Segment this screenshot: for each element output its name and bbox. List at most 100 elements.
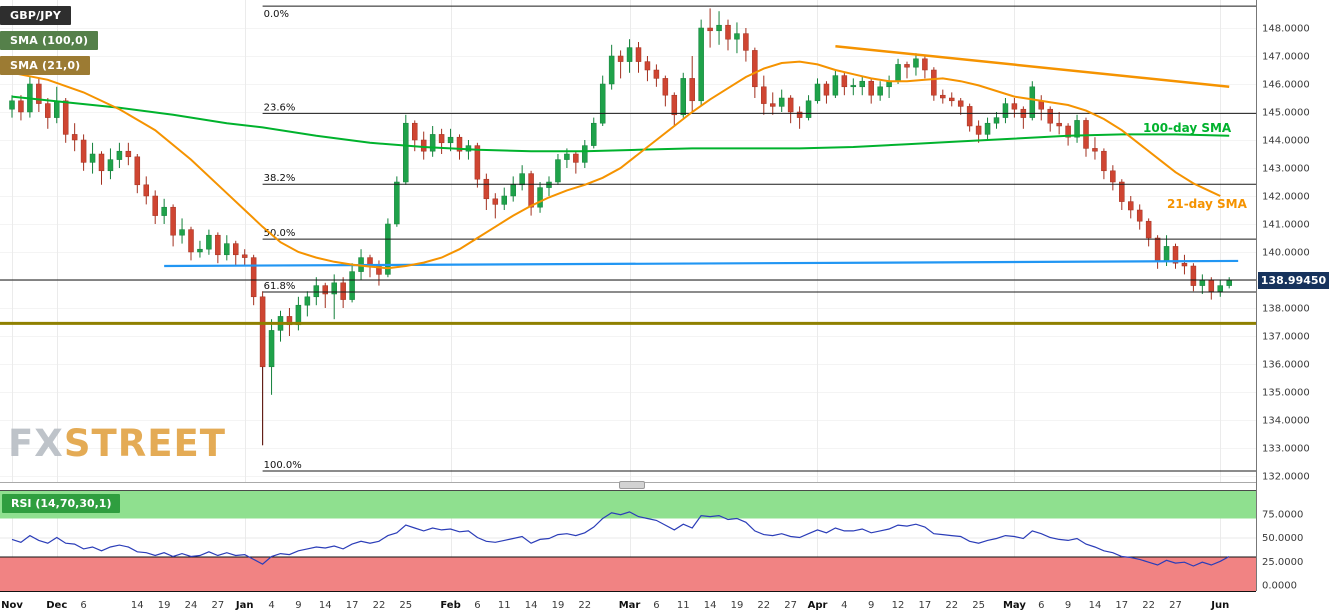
candle-body	[877, 86, 883, 96]
candle-body	[528, 173, 534, 208]
candle-body	[823, 83, 830, 96]
sma100-legend-badge[interactable]: SMA (100,0)	[0, 31, 99, 50]
candle-body	[80, 139, 87, 163]
candle-body	[1163, 246, 1170, 261]
candle-body	[725, 24, 731, 40]
rsi-line	[11, 511, 1230, 567]
time-axis-label: 17	[919, 600, 932, 611]
time-axis-label: Jun	[1210, 600, 1229, 611]
price-axis-label: 148.0000	[1262, 24, 1310, 35]
candle-body	[161, 206, 167, 216]
price-axis-label: 144.0000	[1262, 136, 1310, 147]
symbol-badge[interactable]: GBP/JPY	[0, 6, 72, 25]
candle-body	[259, 296, 266, 368]
candle-body	[904, 64, 910, 68]
candle-body	[1002, 103, 1009, 118]
candle-body	[796, 111, 803, 118]
candle-body	[18, 100, 24, 113]
candle-body	[304, 296, 311, 306]
time-axis-label: 11	[498, 600, 511, 611]
candle-body	[671, 94, 678, 116]
sma100-line	[11, 95, 1230, 153]
time-axis-label: 25	[399, 600, 412, 611]
rsi-axis-label: 75.0000	[1262, 509, 1303, 520]
time-axis-label: 25	[972, 600, 985, 611]
time-axis: Nov Dec 6 14 19 24 27 Jan 4 9 14 17 22 25 Feb 6 11 14 19 22…	[1, 600, 1229, 611]
candle-body	[814, 83, 821, 102]
rsi-axis-label: 50.0000	[1262, 533, 1303, 544]
candle-body	[1172, 246, 1179, 264]
candle-body	[412, 122, 418, 141]
candle-body	[564, 153, 570, 160]
candle-body	[45, 103, 51, 118]
candle-body	[707, 27, 713, 32]
rsi-axis-label: 0.0000	[1262, 581, 1297, 592]
candle-body	[689, 78, 695, 102]
candle-body	[313, 285, 320, 298]
fib-label: 38.2%	[264, 173, 296, 184]
time-axis-label: 19	[731, 600, 744, 611]
panel-resize-grip[interactable]	[619, 481, 645, 489]
price-axis-label: 133.0000	[1262, 444, 1310, 455]
time-axis-label: 11	[677, 600, 690, 611]
last-price-badge: 138.99450	[1258, 272, 1329, 289]
time-axis-label: 27	[211, 600, 224, 611]
time-axis-label: Apr	[808, 600, 828, 611]
candle-body	[913, 58, 919, 68]
candle-body	[1181, 262, 1188, 267]
candle-body	[644, 61, 651, 71]
time-axis-label: 22	[757, 600, 770, 611]
candle-body	[385, 223, 391, 275]
price-axis-label: 142.0000	[1262, 192, 1310, 203]
time-axis-label: 4	[268, 600, 274, 611]
price-gridlines	[0, 28, 1256, 477]
fib-label: 0.0%	[264, 9, 289, 20]
logo-street: STREET	[63, 422, 226, 465]
candle-body	[268, 330, 275, 368]
candle-body	[125, 150, 132, 158]
sma21-legend-badge[interactable]: SMA (21,0)	[0, 56, 91, 75]
candle-body	[143, 184, 149, 197]
candle-body	[546, 181, 552, 188]
price-axis-label: 135.0000	[1262, 388, 1310, 399]
candle-body	[859, 80, 865, 88]
time-axis-label: Mar	[619, 600, 641, 611]
price-axis-label: 132.0000	[1262, 472, 1310, 483]
time-axis-label: 17	[1115, 600, 1128, 611]
rsi-legend-badge[interactable]: RSI (14,70,30,1)	[2, 494, 121, 513]
candle-body	[1199, 279, 1206, 286]
candle-body	[54, 100, 60, 118]
fxstreet-logo: FXSTREET	[8, 422, 226, 465]
candle-body	[188, 229, 194, 253]
time-axis-label: 6	[1038, 600, 1044, 611]
price-axis: 132.0000 133.0000 134.0000 135.0000 136.0000…	[1262, 24, 1310, 483]
time-axis-label: 22	[1142, 600, 1155, 611]
candle-body	[868, 80, 874, 96]
candle-body	[456, 136, 463, 152]
candle-body	[1110, 170, 1116, 183]
candle-body	[698, 27, 704, 102]
candle-body	[98, 153, 105, 172]
candle-body	[1092, 148, 1098, 152]
candle-body	[1190, 265, 1197, 286]
candle-body	[295, 304, 302, 326]
time-axis-label: 6	[653, 600, 659, 611]
candle-body	[761, 86, 767, 104]
candle-body	[224, 243, 230, 256]
candle-body	[1011, 103, 1018, 110]
candle-body	[850, 85, 857, 88]
candle-body	[206, 234, 212, 250]
candle-body	[555, 159, 561, 183]
price-axis-label: 134.0000	[1262, 416, 1310, 427]
candle-body	[1154, 237, 1161, 261]
candle-body	[940, 94, 946, 99]
rsi-band-overbought	[0, 490, 1256, 519]
candle-body	[1128, 201, 1134, 211]
candle-body	[438, 134, 445, 144]
candle-body	[215, 234, 221, 256]
candle-body	[895, 64, 901, 82]
price-axis-label: 147.0000	[1262, 52, 1310, 63]
candle-body	[966, 106, 973, 127]
time-axis-label: Nov	[1, 600, 23, 611]
